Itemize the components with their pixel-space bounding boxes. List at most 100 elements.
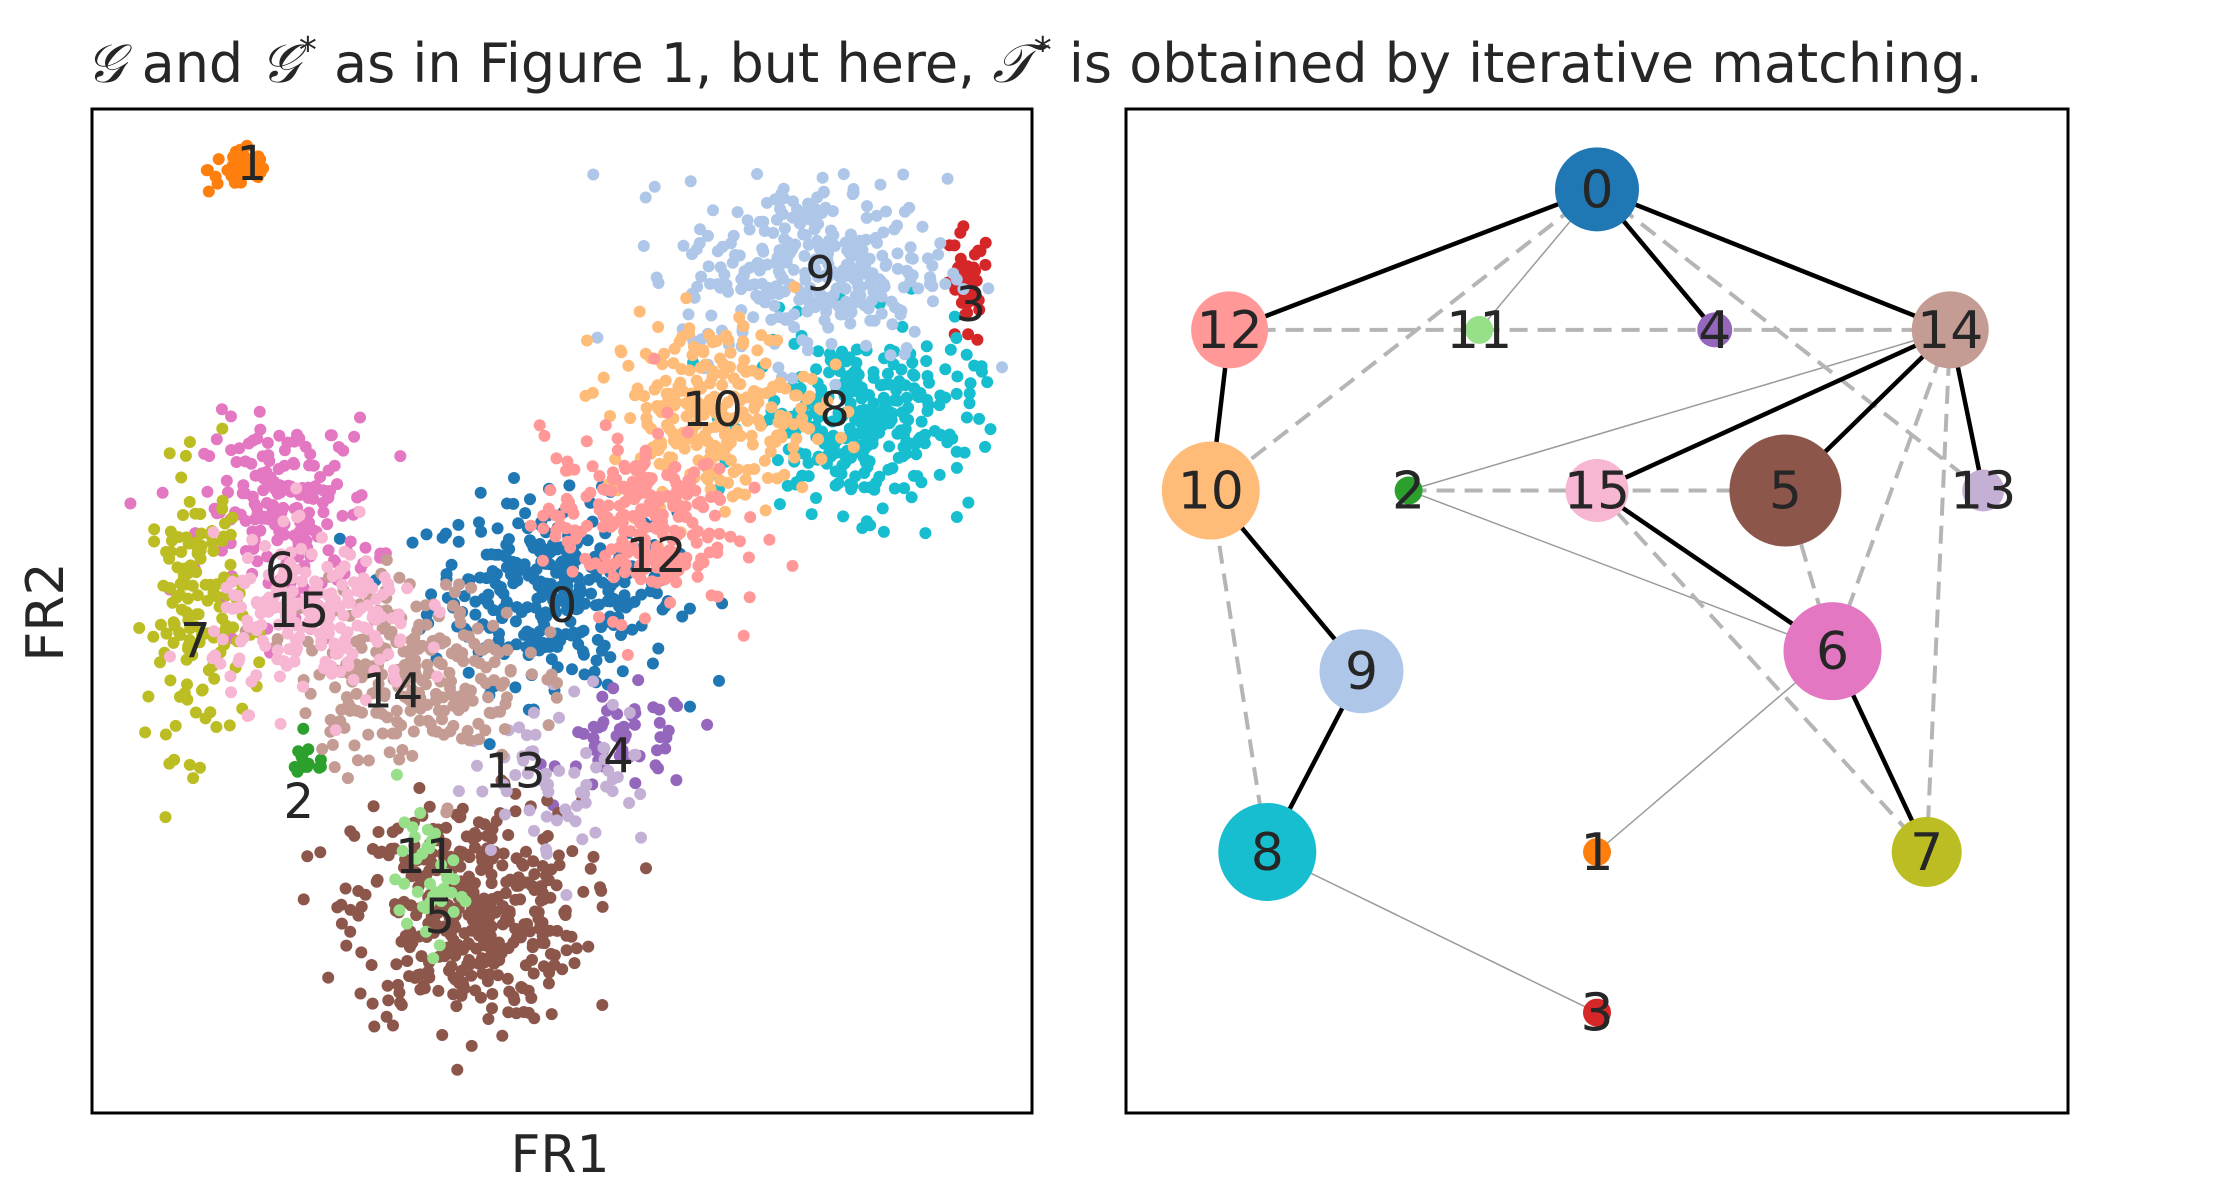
scatter-point [538, 429, 551, 442]
scatter-point [175, 471, 188, 484]
scatter-point [231, 589, 244, 602]
scatter-point [916, 220, 929, 233]
scatter-point [355, 946, 368, 959]
scatter-point [393, 904, 406, 917]
scatter-point [597, 371, 610, 384]
scatter-point [565, 930, 578, 943]
scatter-point [753, 215, 766, 228]
scatter-point [619, 463, 632, 475]
scatter-point [587, 675, 600, 688]
scatter-point [482, 1013, 495, 1025]
scatter-point [249, 469, 262, 482]
scatter-point [660, 731, 673, 744]
graph-node-label: 7 [1910, 823, 1943, 883]
scatter-point [297, 680, 309, 693]
scatter-point [897, 168, 910, 181]
graph-node-circle [1891, 816, 1962, 887]
scatter-point [658, 347, 671, 360]
graph-node-label: 0 [1580, 160, 1613, 220]
scatter-point [429, 827, 441, 840]
scatter-point [691, 570, 704, 583]
scatter-point [559, 909, 572, 921]
scatter-point [680, 511, 693, 524]
scatter-point [605, 543, 618, 556]
scatter-point [553, 711, 565, 724]
chart-title: 𝒢 and 𝒢* as in Figure 1, but here, 𝒯* is… [86, 30, 1983, 96]
cluster-label: 2 [284, 774, 315, 830]
scatter-point [595, 621, 608, 633]
scatter-point [210, 433, 223, 446]
scatter-point [394, 633, 407, 646]
scatter-point [691, 525, 704, 538]
scatter-point [790, 432, 803, 445]
scatter-point [355, 489, 368, 502]
scatter-point [635, 503, 648, 516]
scatter-point [604, 651, 617, 664]
scatter-point [514, 931, 527, 944]
scatter-point [425, 588, 438, 601]
scatter-point [579, 389, 592, 402]
scatter-point [787, 263, 800, 276]
graph-edge [1408, 489, 1833, 652]
scatter-point [629, 389, 641, 402]
scatter-point [844, 260, 857, 273]
scatter-point [751, 413, 764, 426]
scatter-points [124, 139, 1008, 1076]
scatter-point [881, 367, 894, 380]
scatter-point [660, 387, 673, 400]
scatter-point [542, 719, 555, 732]
graph-node: 1 [1580, 823, 1613, 883]
scatter-point [445, 558, 458, 571]
scatter-point [509, 805, 522, 818]
graph-edge [1924, 329, 1953, 853]
scatter-point [858, 481, 871, 494]
scatter-point [163, 757, 176, 770]
graph-edge [1596, 650, 1833, 853]
scatter-point [483, 738, 496, 751]
scatter-point [253, 405, 266, 418]
scatter-point [487, 893, 500, 906]
scatter-point [695, 270, 708, 283]
scatter-point [323, 611, 336, 623]
x-axis-label: FR1 [510, 1125, 609, 1185]
scatter-point [864, 519, 877, 532]
scatter-point [681, 426, 694, 439]
scatter-point [372, 826, 385, 838]
scatter-point [471, 759, 483, 772]
scatter-point [568, 766, 581, 779]
scatter-point [759, 504, 772, 517]
scatter-point [163, 650, 176, 663]
scatter-point [207, 526, 220, 539]
scatter-point [895, 304, 908, 317]
scatter-point [689, 484, 702, 497]
scatter-point [513, 721, 526, 734]
graph-node: 5 [1729, 434, 1842, 547]
scatter-point [568, 685, 581, 698]
scatter-point [705, 589, 718, 602]
scatter-point [474, 486, 487, 499]
scatter-point [798, 420, 811, 433]
scatter-point [313, 761, 326, 774]
scatter-point [183, 436, 196, 448]
scatter-point [670, 477, 683, 490]
scatter-point [361, 599, 374, 612]
scatter-point [981, 376, 994, 389]
scatter-point [455, 890, 468, 903]
scatter-point [566, 663, 578, 676]
scatter-point [934, 389, 947, 402]
scatter-point [786, 559, 799, 572]
scatter-point [256, 634, 269, 647]
scatter-point [261, 436, 274, 449]
scatter-point [476, 904, 489, 917]
scatter-point [900, 391, 913, 404]
scatter-point [407, 725, 420, 738]
scatter-point [302, 616, 315, 629]
scatter-point [971, 333, 984, 346]
scatter-point [473, 929, 486, 942]
scatter-point [898, 482, 911, 495]
scatter-point [209, 170, 222, 183]
scatter-point [963, 387, 976, 400]
scatter-point [684, 175, 697, 188]
scatter-point [670, 396, 683, 409]
scatter-point [354, 411, 366, 424]
